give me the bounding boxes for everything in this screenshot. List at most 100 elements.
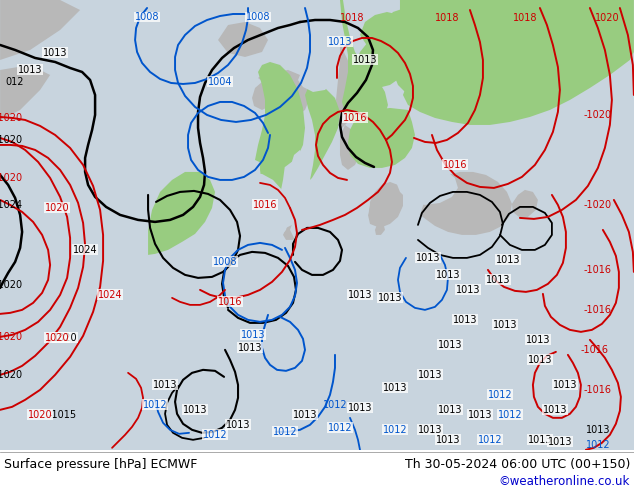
Text: 1013: 1013	[418, 425, 442, 435]
Text: 1018: 1018	[340, 13, 365, 23]
Polygon shape	[0, 65, 50, 120]
Text: 012: 012	[6, 77, 24, 87]
Text: 1016: 1016	[443, 160, 467, 170]
Polygon shape	[340, 0, 388, 125]
Text: 1012: 1012	[328, 423, 353, 433]
Polygon shape	[290, 188, 330, 244]
Text: 1004: 1004	[208, 77, 232, 87]
Text: 1013: 1013	[486, 275, 510, 285]
Text: 1018: 1018	[513, 13, 537, 23]
Text: -1020: -1020	[0, 332, 22, 342]
Text: 1020: 1020	[595, 13, 619, 23]
Polygon shape	[298, 50, 335, 92]
Text: 1013: 1013	[436, 270, 460, 280]
Polygon shape	[358, 120, 380, 155]
Text: 1013: 1013	[293, 410, 317, 420]
Text: 1013: 1013	[456, 285, 480, 295]
Text: 1013: 1013	[496, 255, 520, 265]
Text: 1013: 1013	[416, 253, 440, 263]
Text: 1013: 1013	[468, 410, 492, 420]
Polygon shape	[210, 174, 290, 248]
Text: 1013: 1013	[328, 37, 353, 47]
Polygon shape	[310, 10, 355, 42]
Text: 1013: 1013	[378, 293, 402, 303]
Text: 1013: 1013	[527, 355, 552, 365]
Text: -1016: -1016	[581, 345, 609, 355]
Polygon shape	[288, 150, 303, 194]
Polygon shape	[512, 190, 538, 217]
Text: 1013: 1013	[437, 405, 462, 415]
Polygon shape	[370, 47, 400, 70]
Polygon shape	[225, 194, 232, 200]
Text: 1013: 1013	[527, 435, 552, 445]
Polygon shape	[570, 160, 587, 192]
Text: -1016: -1016	[584, 265, 612, 275]
Text: 1013: 1013	[347, 290, 372, 300]
Text: 1013: 1013	[553, 380, 577, 390]
Text: 1013: 1013	[418, 370, 442, 380]
Polygon shape	[340, 125, 360, 170]
Polygon shape	[338, 60, 365, 92]
Text: 1020: 1020	[45, 333, 69, 343]
Polygon shape	[396, 167, 458, 205]
Polygon shape	[270, 112, 285, 132]
Text: -1024: -1024	[0, 200, 22, 210]
Text: 1013: 1013	[548, 437, 572, 447]
Polygon shape	[370, 68, 388, 85]
Text: Surface pressure [hPa] ECMWF: Surface pressure [hPa] ECMWF	[4, 458, 197, 471]
Text: -1016: -1016	[584, 305, 612, 315]
Text: 1013: 1013	[543, 405, 567, 415]
Text: 1012: 1012	[586, 440, 610, 450]
Polygon shape	[258, 74, 268, 82]
Text: 1013: 1013	[183, 405, 207, 415]
Polygon shape	[390, 0, 503, 105]
Polygon shape	[375, 222, 385, 235]
Polygon shape	[355, 80, 375, 100]
Polygon shape	[260, 138, 285, 208]
Polygon shape	[315, 110, 330, 128]
Text: -1020: -1020	[0, 370, 22, 380]
Text: 1012: 1012	[498, 410, 522, 420]
Polygon shape	[403, 0, 634, 125]
Text: 1013: 1013	[437, 340, 462, 350]
Polygon shape	[348, 108, 415, 168]
Text: 1012: 1012	[323, 400, 347, 410]
Polygon shape	[272, 215, 283, 230]
Text: -1015: -1015	[48, 410, 76, 420]
Text: -1020: -1020	[0, 173, 22, 183]
Text: -1016: -1016	[584, 385, 612, 395]
Polygon shape	[268, 190, 279, 207]
Polygon shape	[330, 185, 370, 232]
Polygon shape	[330, 102, 345, 117]
Text: -1020: -1020	[584, 200, 612, 210]
Text: 1008: 1008	[246, 12, 270, 22]
Text: 1008: 1008	[213, 257, 237, 267]
Text: 1012: 1012	[488, 390, 512, 400]
Polygon shape	[420, 172, 512, 235]
Polygon shape	[336, 0, 358, 130]
Polygon shape	[235, 198, 242, 204]
Text: -1020: -1020	[0, 280, 22, 290]
Text: 1013: 1013	[153, 380, 178, 390]
Text: Th 30-05-2024 06:00 UTC (00+150): Th 30-05-2024 06:00 UTC (00+150)	[404, 458, 630, 471]
Polygon shape	[385, 37, 405, 53]
Polygon shape	[0, 0, 80, 60]
Text: 1018: 1018	[435, 13, 459, 23]
Polygon shape	[268, 70, 310, 118]
Text: -1020: -1020	[584, 110, 612, 120]
Polygon shape	[380, 8, 433, 55]
Text: 1020: 1020	[28, 410, 53, 420]
Text: 1013: 1013	[238, 343, 262, 353]
Text: ©weatheronline.co.uk: ©weatheronline.co.uk	[498, 475, 630, 489]
Polygon shape	[355, 37, 407, 88]
Text: 1013: 1013	[226, 420, 250, 430]
Text: -1020: -1020	[0, 113, 22, 123]
Polygon shape	[255, 62, 305, 168]
Text: 1013: 1013	[383, 383, 407, 393]
Text: 1013: 1013	[493, 320, 517, 330]
Text: 1013: 1013	[43, 48, 67, 58]
Text: 1013: 1013	[453, 315, 477, 325]
Text: 1012: 1012	[383, 425, 407, 435]
Polygon shape	[305, 85, 340, 180]
Text: 1012: 1012	[143, 400, 167, 410]
